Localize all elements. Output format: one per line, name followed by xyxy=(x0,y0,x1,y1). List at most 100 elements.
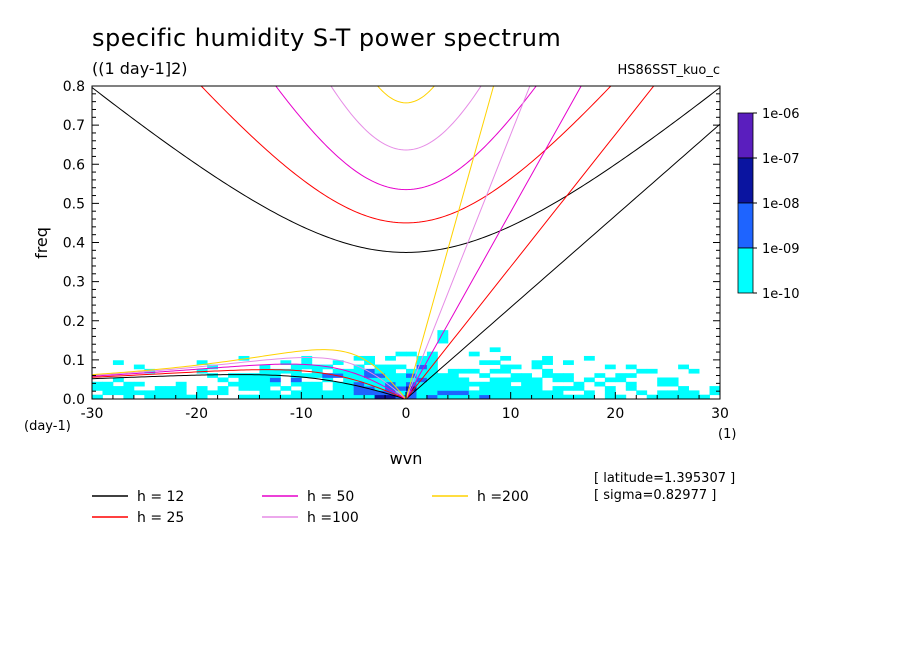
spectrum-cell xyxy=(489,347,501,353)
spectrum-cell xyxy=(406,394,417,399)
spectrum-cell xyxy=(186,394,198,399)
spectrum-cell xyxy=(583,390,595,396)
spectrum-cell xyxy=(154,390,166,396)
spectrum-cell xyxy=(604,386,616,391)
spectrum-cell xyxy=(468,394,480,399)
spectrum-cell xyxy=(563,377,574,383)
spectrum-cell xyxy=(416,394,428,399)
spectrum-cell xyxy=(437,377,449,383)
spectrum-cell xyxy=(426,381,438,387)
colorbar-label: 1e-09 xyxy=(762,242,800,257)
spectrum-cell xyxy=(269,394,281,399)
spectrum-cell xyxy=(573,386,585,391)
spectrum-cell xyxy=(395,381,407,387)
spectrum-cell xyxy=(364,390,375,396)
spectrum-cell xyxy=(353,355,365,361)
spectrum-cell xyxy=(238,394,250,399)
spectrum-cell xyxy=(259,386,271,391)
plot-background xyxy=(92,86,720,399)
spectrum-cell xyxy=(207,373,218,378)
spectrum-cell xyxy=(542,355,553,361)
spectrum-cell xyxy=(667,377,679,383)
spectrum-cell xyxy=(343,373,355,378)
spectrum-cell xyxy=(510,390,522,396)
spectrum-cell xyxy=(531,364,543,370)
spectrum-cell xyxy=(479,386,491,391)
spectrum-cell xyxy=(364,377,375,383)
spectrum-cell xyxy=(583,355,595,361)
spectrum-cell xyxy=(353,373,365,378)
spectrum-cell xyxy=(667,394,679,399)
spectrum-cell xyxy=(426,368,438,374)
spectrum-cell xyxy=(552,377,564,383)
spectrum-cell xyxy=(468,351,480,357)
colorbar-swatch xyxy=(737,157,754,204)
spectrum-cell xyxy=(102,381,114,387)
spectrum-cell xyxy=(343,386,355,391)
spectrum-cell xyxy=(437,390,449,396)
spectrum-cell xyxy=(259,364,271,370)
spectrum-cell xyxy=(301,390,313,396)
spectrum-cell xyxy=(604,394,616,399)
spectrum-cell xyxy=(175,386,187,391)
spectrum-cell xyxy=(311,381,323,387)
spectrum-cell xyxy=(406,351,417,357)
latitude-annotation: [ latitude=1.395307 ] xyxy=(594,471,735,486)
legend: h = 12 h = 25 h = 50 h =100 h =200 xyxy=(92,489,529,526)
spectrum-cell xyxy=(604,364,616,370)
spectrum-cell xyxy=(196,390,208,396)
spectrum-cell xyxy=(678,364,689,370)
spectrum-cell xyxy=(311,364,323,370)
spectrum-cell xyxy=(479,394,491,399)
x-tick-label: -20 xyxy=(185,406,208,422)
y-tick-label: 0.7 xyxy=(63,118,85,134)
spectrum-cell xyxy=(332,394,344,399)
spectrum-cell xyxy=(280,394,292,399)
spectrum-cell xyxy=(269,390,281,396)
spectrum-cell xyxy=(311,394,323,399)
spectrum-cell xyxy=(290,394,302,399)
spectrum-cell xyxy=(510,364,522,370)
spectrum-cell xyxy=(353,394,365,399)
inertia-gravity-curve xyxy=(200,86,612,224)
legend-label: h = 12 xyxy=(137,489,184,505)
spectrum-cell xyxy=(301,394,313,399)
inertia-gravity-curve xyxy=(376,86,436,104)
spectrum-cell xyxy=(196,394,208,399)
spectrum-cell xyxy=(154,394,166,399)
spectrum-cell xyxy=(636,368,648,374)
spectrum-cell xyxy=(667,390,679,396)
x-tick-label: -10 xyxy=(290,406,313,422)
spectrum-cell xyxy=(123,386,135,391)
inertia-gravity-curve xyxy=(92,87,720,253)
spectrum-cell xyxy=(688,368,700,374)
spectrum-cell xyxy=(552,373,564,378)
spectrum-cell xyxy=(238,377,250,383)
spectrum-cell xyxy=(353,386,365,391)
spectrum-cell xyxy=(489,360,501,365)
spectrum-cell xyxy=(249,373,260,378)
spectrum-cell xyxy=(678,394,689,399)
spectrum-cell xyxy=(144,394,156,399)
spectrum-cell xyxy=(364,394,375,399)
spectrum-cell xyxy=(500,381,512,387)
spectrum-cell xyxy=(521,381,532,387)
x-tick-label: 30 xyxy=(711,406,729,422)
spectrum-cell xyxy=(699,394,710,399)
spectrum-cell xyxy=(322,394,334,399)
spectrum-cell xyxy=(92,394,103,399)
spectrum-cell xyxy=(437,381,449,387)
spectrum-cell xyxy=(447,394,459,399)
spectrum-cell xyxy=(510,373,522,378)
spectrum-cell xyxy=(678,390,689,396)
y-unit-label: (day-1) xyxy=(24,419,71,434)
spectrum-cell xyxy=(426,355,438,361)
spectrum-cell xyxy=(657,381,669,387)
spectrum-cell xyxy=(269,381,281,387)
spectrum-cell xyxy=(531,381,543,387)
x-axis-label: wvn xyxy=(390,449,423,468)
spectrum-cell xyxy=(542,368,553,374)
spectrum-cell xyxy=(531,386,543,391)
kelvin-curve xyxy=(405,86,655,399)
colorbar-swatch xyxy=(737,247,754,294)
